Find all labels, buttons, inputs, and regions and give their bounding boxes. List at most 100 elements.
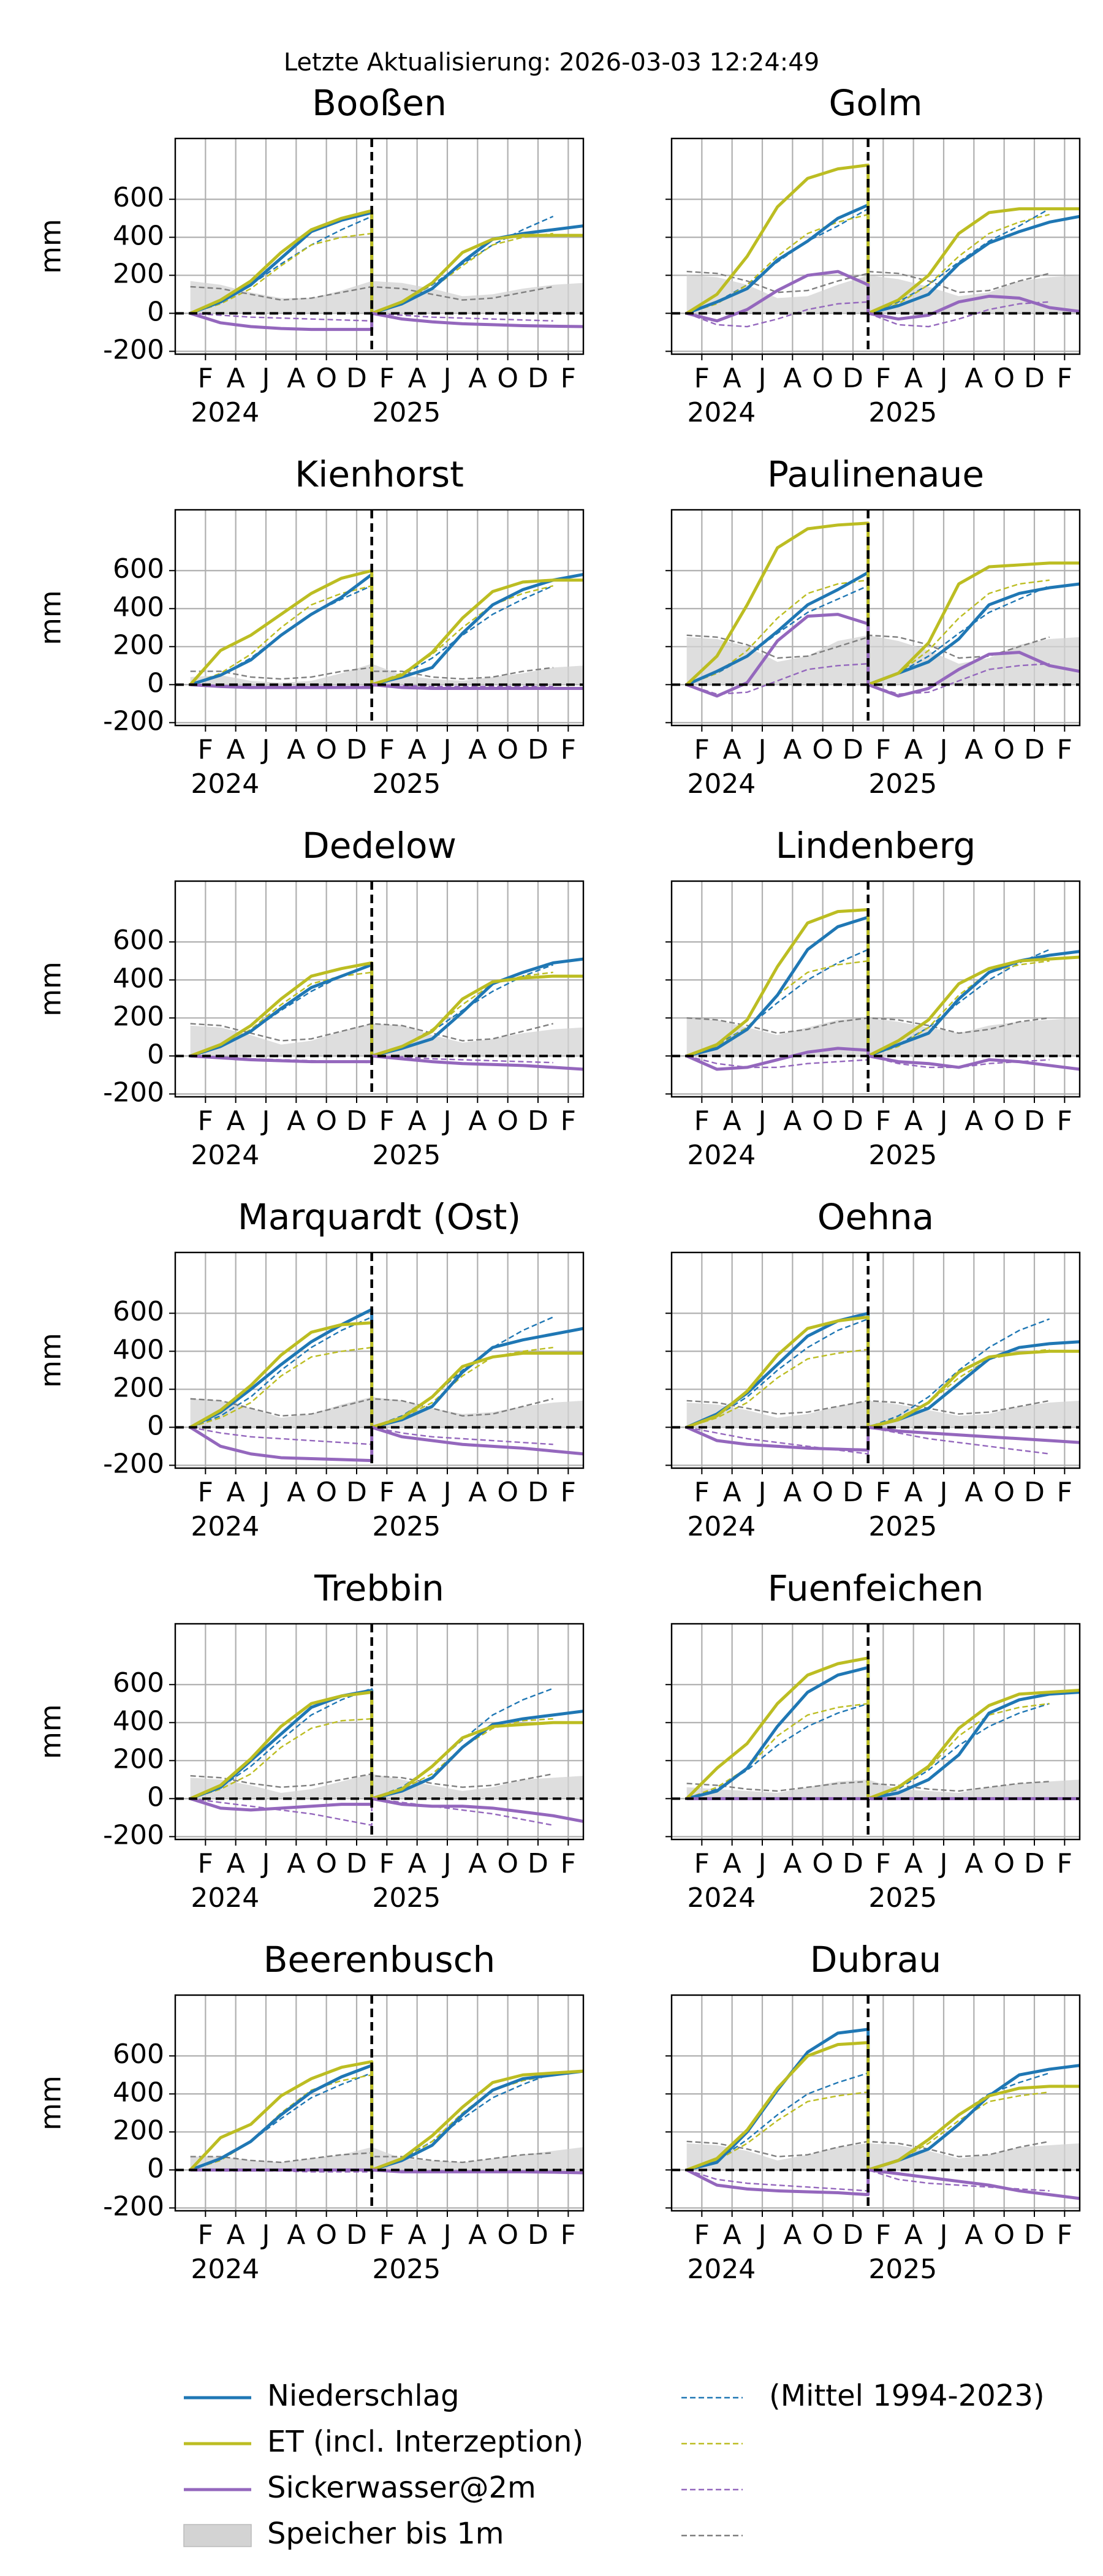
x-tick-label: O	[993, 734, 1015, 765]
panel-title: Kienhorst	[295, 453, 464, 495]
x-tick-label: J	[442, 1477, 452, 1508]
x-tick-label: D	[1024, 1105, 1045, 1137]
x-tick-label: F	[694, 1848, 710, 1879]
x-tick-label: J	[938, 1477, 948, 1508]
panel-title: Golm	[828, 82, 922, 124]
x-tick-label: O	[812, 1848, 833, 1879]
x-tick-label: D	[346, 1477, 367, 1508]
y-tick-label: 0	[147, 296, 164, 327]
x-tick-label: J	[260, 1848, 270, 1879]
year-label: 2025	[372, 1511, 441, 1542]
y-tick-label: 600	[113, 925, 164, 956]
y-tick-label: -200	[103, 705, 164, 737]
x-tick-label: A	[723, 734, 741, 765]
x-tick-label: F	[198, 1477, 213, 1508]
x-tick-label: D	[1024, 2219, 1045, 2251]
x-tick-label: F	[694, 734, 710, 765]
x-tick-label: A	[723, 1848, 741, 1879]
x-tick-label: A	[468, 1848, 487, 1879]
panel-title: Trebbin	[314, 1567, 444, 1609]
storage-area	[190, 281, 583, 314]
plot-area	[175, 1624, 583, 1839]
x-tick-label: F	[379, 363, 395, 394]
y-tick-label: -200	[103, 1077, 164, 1108]
y-tick-label: -200	[103, 334, 164, 365]
x-tick-label: J	[938, 2219, 948, 2251]
y-tick-label: 0	[147, 2153, 164, 2184]
x-tick-label: O	[812, 363, 833, 394]
y-tick-label: 600	[113, 1667, 164, 1699]
x-tick-label: F	[876, 1105, 891, 1137]
x-tick-label: F	[379, 1848, 395, 1879]
y-tick-label: 200	[113, 1372, 164, 1403]
x-tick-label: F	[694, 363, 710, 394]
y-tick-label: 0	[147, 667, 164, 699]
storage-area	[686, 275, 1080, 314]
x-tick-label: F	[876, 2219, 891, 2251]
storage-area	[190, 1774, 583, 1799]
panel-title: Dedelow	[302, 825, 457, 866]
x-tick-label: J	[757, 363, 767, 394]
y-tick-label: 600	[113, 1296, 164, 1327]
x-tick-label: A	[723, 363, 741, 394]
x-tick-label: F	[694, 1477, 710, 1508]
year-label: 2025	[868, 1140, 937, 1171]
x-tick-label: O	[316, 2219, 337, 2251]
plot-area	[175, 1252, 583, 1468]
x-tick-label: O	[316, 1105, 337, 1137]
x-tick-label: A	[723, 1105, 741, 1137]
plot-area	[175, 138, 583, 354]
storage-area	[190, 1396, 583, 1428]
y-tick-label: 400	[113, 963, 164, 994]
mean-line	[686, 1426, 1050, 1455]
x-tick-label: D	[1024, 1848, 1045, 1879]
year-label: 2025	[372, 768, 441, 800]
y-axis-label: mm	[34, 1704, 67, 1759]
storage-area	[190, 1023, 583, 1056]
panel-title: Booßen	[312, 82, 447, 124]
x-tick-label: O	[993, 1105, 1015, 1137]
x-tick-label: A	[904, 363, 923, 394]
x-tick-label: F	[561, 2219, 576, 2251]
year-label: 2025	[868, 1511, 937, 1542]
x-tick-label: A	[468, 2219, 487, 2251]
x-tick-label: A	[227, 1105, 245, 1137]
x-tick-label: A	[227, 734, 245, 765]
plot-area	[672, 138, 1080, 354]
x-tick-label: J	[260, 2219, 270, 2251]
x-tick-label: F	[1057, 1848, 1072, 1879]
x-tick-label: D	[843, 2219, 863, 2251]
y-axis-label: mm	[34, 219, 67, 274]
x-tick-label: A	[783, 1105, 802, 1137]
x-tick-label: J	[260, 363, 270, 394]
x-tick-label: A	[287, 734, 305, 765]
y-tick-label: 0	[147, 1781, 164, 1813]
y-axis-label: mm	[34, 961, 67, 1017]
panel-title: Beerenbusch	[263, 1939, 496, 1980]
x-tick-label: D	[528, 1105, 548, 1137]
x-tick-label: A	[965, 363, 983, 394]
plot-frame	[670, 137, 1081, 355]
legend-label: Speicher bis 1m	[267, 2517, 504, 2551]
x-tick-label: D	[1024, 363, 1045, 394]
plot-area	[672, 1252, 1080, 1468]
x-tick-label: F	[1057, 1105, 1072, 1137]
year-label: 2024	[191, 1511, 259, 1542]
x-tick-label: J	[938, 363, 948, 394]
x-tick-label: J	[938, 1105, 948, 1137]
x-tick-label: O	[497, 363, 518, 394]
plot-area	[175, 1995, 583, 2211]
x-tick-label: A	[904, 1105, 923, 1137]
x-tick-label: A	[227, 1848, 245, 1879]
plot-frame	[670, 880, 1081, 1098]
year-label: 2024	[687, 1511, 756, 1542]
y-tick-label: 600	[113, 2039, 164, 2070]
storage-area	[686, 635, 1080, 685]
y-axis-label: mm	[34, 1333, 67, 1388]
year-label: 2024	[191, 397, 259, 428]
